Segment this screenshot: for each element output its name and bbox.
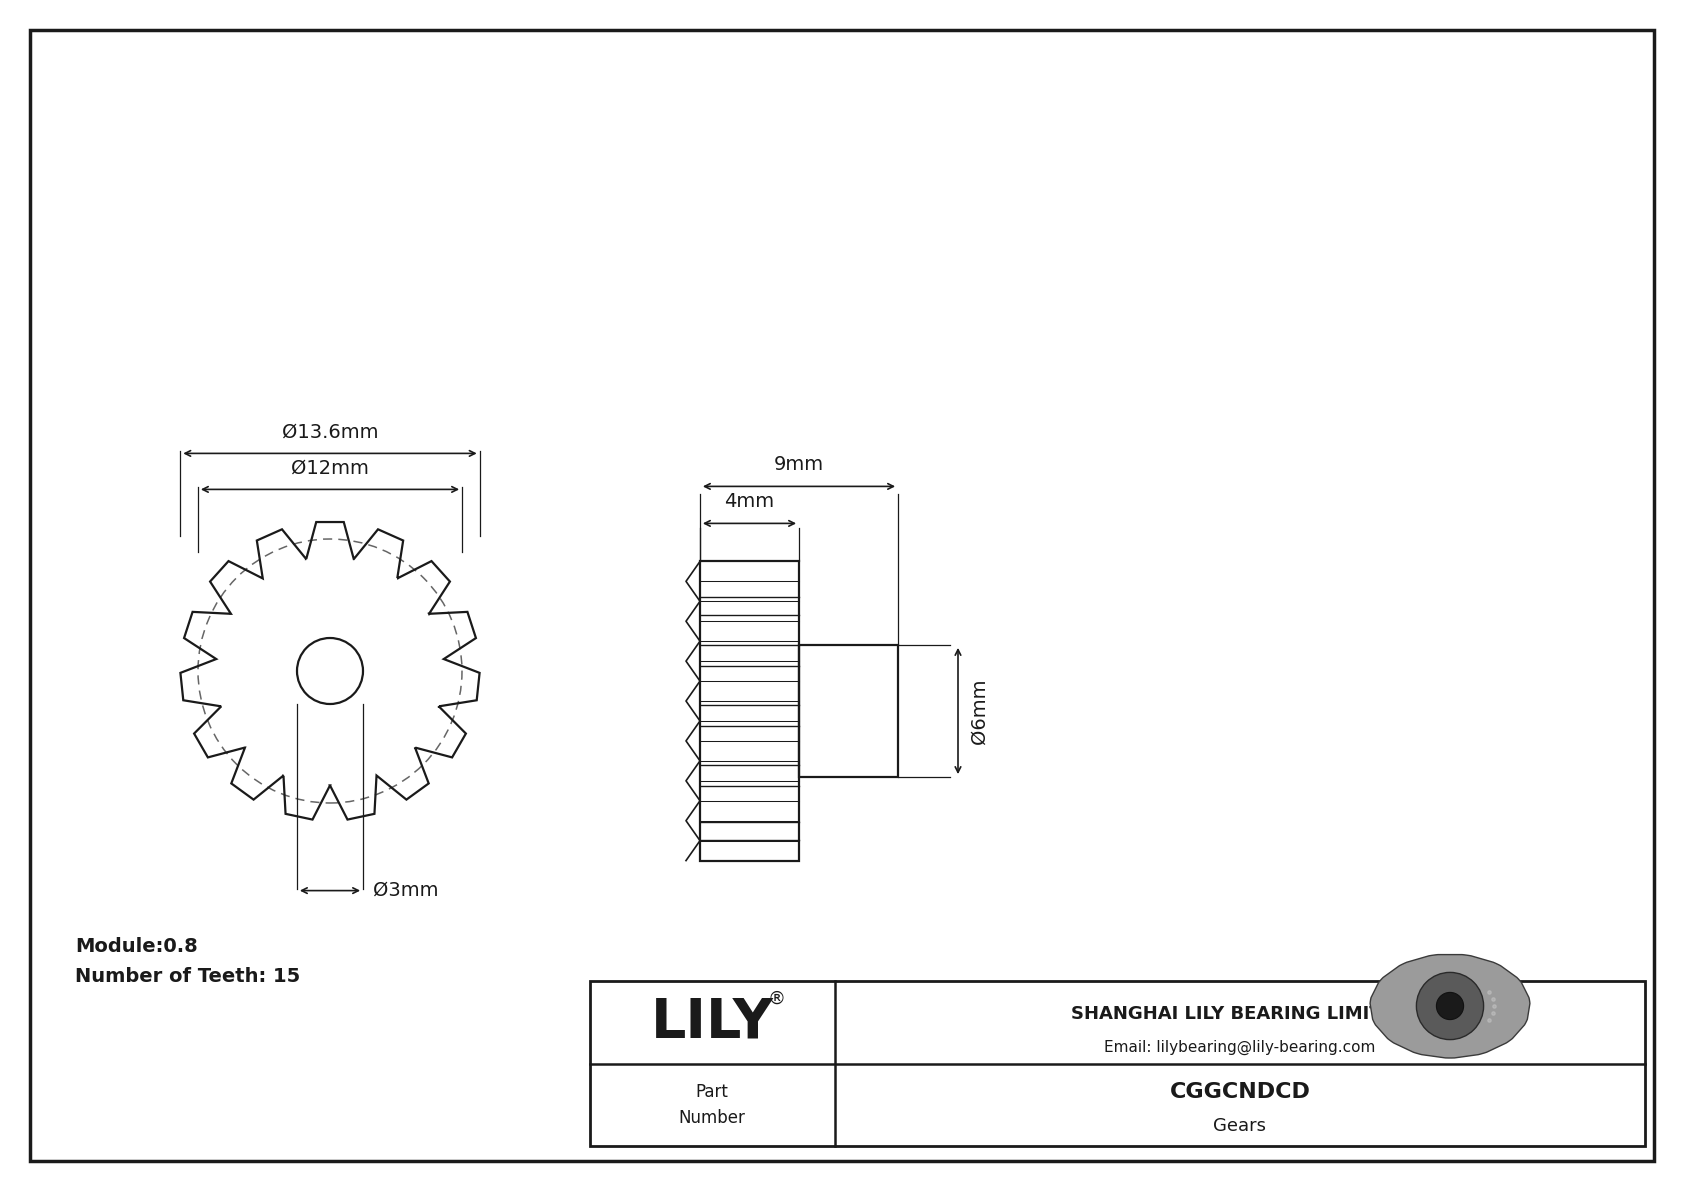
Polygon shape <box>1371 955 1529 1058</box>
Text: Email: lilybearing@lily-bearing.com: Email: lilybearing@lily-bearing.com <box>1105 1040 1376 1054</box>
Text: Ø3mm: Ø3mm <box>372 881 438 900</box>
Text: Module:0.8: Module:0.8 <box>76 937 197 956</box>
Text: Number of Teeth: 15: Number of Teeth: 15 <box>76 967 300 986</box>
Text: CGGCNDCD: CGGCNDCD <box>1170 1081 1310 1102</box>
Text: LILY: LILY <box>650 996 773 1049</box>
Bar <box>701 561 798 861</box>
Text: Ø12mm: Ø12mm <box>291 459 369 478</box>
Text: SHANGHAI LILY BEARING LIMITED: SHANGHAI LILY BEARING LIMITED <box>1071 1005 1410 1023</box>
Text: 4mm: 4mm <box>724 492 775 511</box>
Bar <box>798 646 898 777</box>
Circle shape <box>1416 972 1484 1040</box>
Text: Gears: Gears <box>1214 1117 1266 1135</box>
Text: 9mm: 9mm <box>775 455 823 474</box>
Circle shape <box>1436 992 1463 1019</box>
Text: Ø6mm: Ø6mm <box>970 678 989 743</box>
Text: ®: ® <box>768 990 786 1008</box>
Text: Ø13.6mm: Ø13.6mm <box>281 423 379 442</box>
Bar <box>589 981 1645 1146</box>
Text: Part
Number: Part Number <box>679 1083 746 1127</box>
